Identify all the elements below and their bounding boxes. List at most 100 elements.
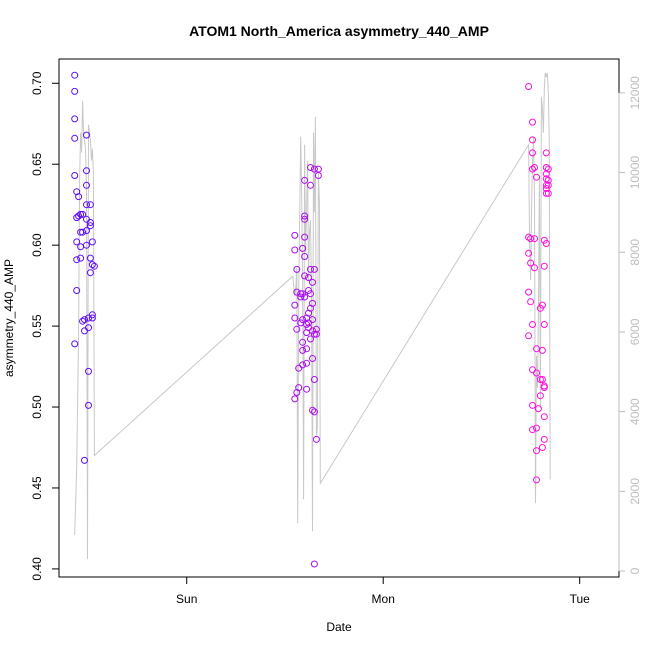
y2-tick-label: 2000 (628, 478, 642, 505)
y2-tick-label: 8000 (628, 239, 642, 266)
scatter-points (71, 71, 552, 568)
data-point (538, 444, 546, 451)
data-point (79, 228, 87, 236)
y2-tick-label: 0 (628, 567, 642, 574)
data-point (88, 238, 96, 246)
data-point (529, 118, 536, 126)
data-point (293, 265, 301, 273)
data-point (309, 316, 316, 324)
data-point (544, 189, 552, 197)
data-point (533, 173, 540, 181)
data-point (291, 314, 299, 322)
chart-title: ATOM1 North_America asymmetry_440_AMP (189, 23, 489, 39)
data-point (85, 401, 92, 409)
data-point (299, 361, 307, 369)
data-point (301, 233, 309, 241)
data-point (529, 401, 536, 409)
data-point (73, 214, 81, 222)
data-point (301, 272, 309, 280)
data-point (538, 376, 546, 383)
data-point (307, 164, 314, 171)
data-point (88, 311, 96, 319)
x-tick-label: Sun (176, 592, 197, 606)
data-point (291, 301, 299, 309)
data-point (90, 262, 98, 270)
data-point (536, 392, 544, 400)
data-point (540, 413, 548, 421)
data-point (525, 332, 533, 340)
data-point (542, 189, 550, 197)
y2-tick-label: 12000 (628, 76, 642, 110)
data-point (73, 238, 81, 246)
data-point (540, 435, 548, 443)
data-point (533, 447, 540, 455)
data-point (309, 406, 316, 414)
x-tick-label: Mon (372, 592, 395, 606)
data-point (534, 405, 542, 413)
data-point (299, 244, 307, 252)
data-point (75, 193, 83, 201)
data-point (310, 265, 318, 273)
data-point (79, 317, 87, 325)
data-point (307, 181, 314, 189)
data-point (312, 435, 320, 443)
data-point (525, 249, 533, 257)
data-point (77, 210, 85, 218)
data-point (540, 384, 548, 392)
data-point (71, 134, 79, 142)
data-point (77, 254, 85, 262)
data-point (85, 367, 92, 375)
data-point (88, 314, 96, 322)
y2-tick-label: 4000 (628, 398, 642, 425)
data-point (529, 426, 536, 434)
data-point (307, 265, 314, 273)
y2-tick-label: 6000 (628, 318, 642, 345)
y2-axis: 0 2000 4000 6000 8000 10000 12000 (618, 76, 642, 574)
data-point (533, 345, 540, 353)
data-point (86, 254, 94, 262)
data-point (303, 345, 311, 353)
data-point (303, 359, 311, 367)
data-point (310, 165, 318, 173)
y-tick-label: 0.55 (30, 314, 44, 338)
data-point (88, 261, 96, 269)
count-line-series (74, 72, 551, 560)
y-tick-label: 0.65 (30, 152, 44, 176)
data-point (83, 201, 90, 209)
data-point (83, 181, 90, 189)
y-axis-label: asymmetry_440_AMP (2, 259, 16, 377)
data-point (86, 222, 94, 230)
data-point (538, 346, 546, 354)
y-tick-label: 0.70 (30, 71, 44, 95)
y2-tick-label: 10000 (628, 156, 642, 190)
data-point (301, 293, 309, 301)
data-point (310, 408, 318, 416)
data-point (295, 384, 303, 392)
data-point (525, 288, 533, 296)
data-point (531, 264, 538, 272)
data-point (310, 376, 318, 383)
data-point (312, 325, 320, 333)
data-point (85, 324, 92, 332)
data-point (73, 256, 81, 264)
data-point (81, 316, 88, 324)
data-point (71, 340, 79, 348)
data-point (542, 149, 550, 157)
data-point (533, 424, 540, 432)
data-point (309, 299, 316, 307)
data-point (533, 476, 540, 484)
data-point (544, 181, 552, 189)
y-tick-label: 0.60 (30, 233, 44, 257)
data-point (291, 246, 299, 254)
data-point (309, 278, 316, 286)
data-point (533, 369, 540, 377)
data-point (71, 115, 79, 123)
data-point (301, 176, 309, 184)
data-point (310, 560, 318, 568)
data-point (529, 136, 536, 144)
data-point (527, 259, 535, 267)
data-point (71, 87, 79, 95)
count-line (74, 72, 551, 560)
y-tick-label: 0.40 (30, 557, 44, 581)
data-point (293, 325, 301, 333)
